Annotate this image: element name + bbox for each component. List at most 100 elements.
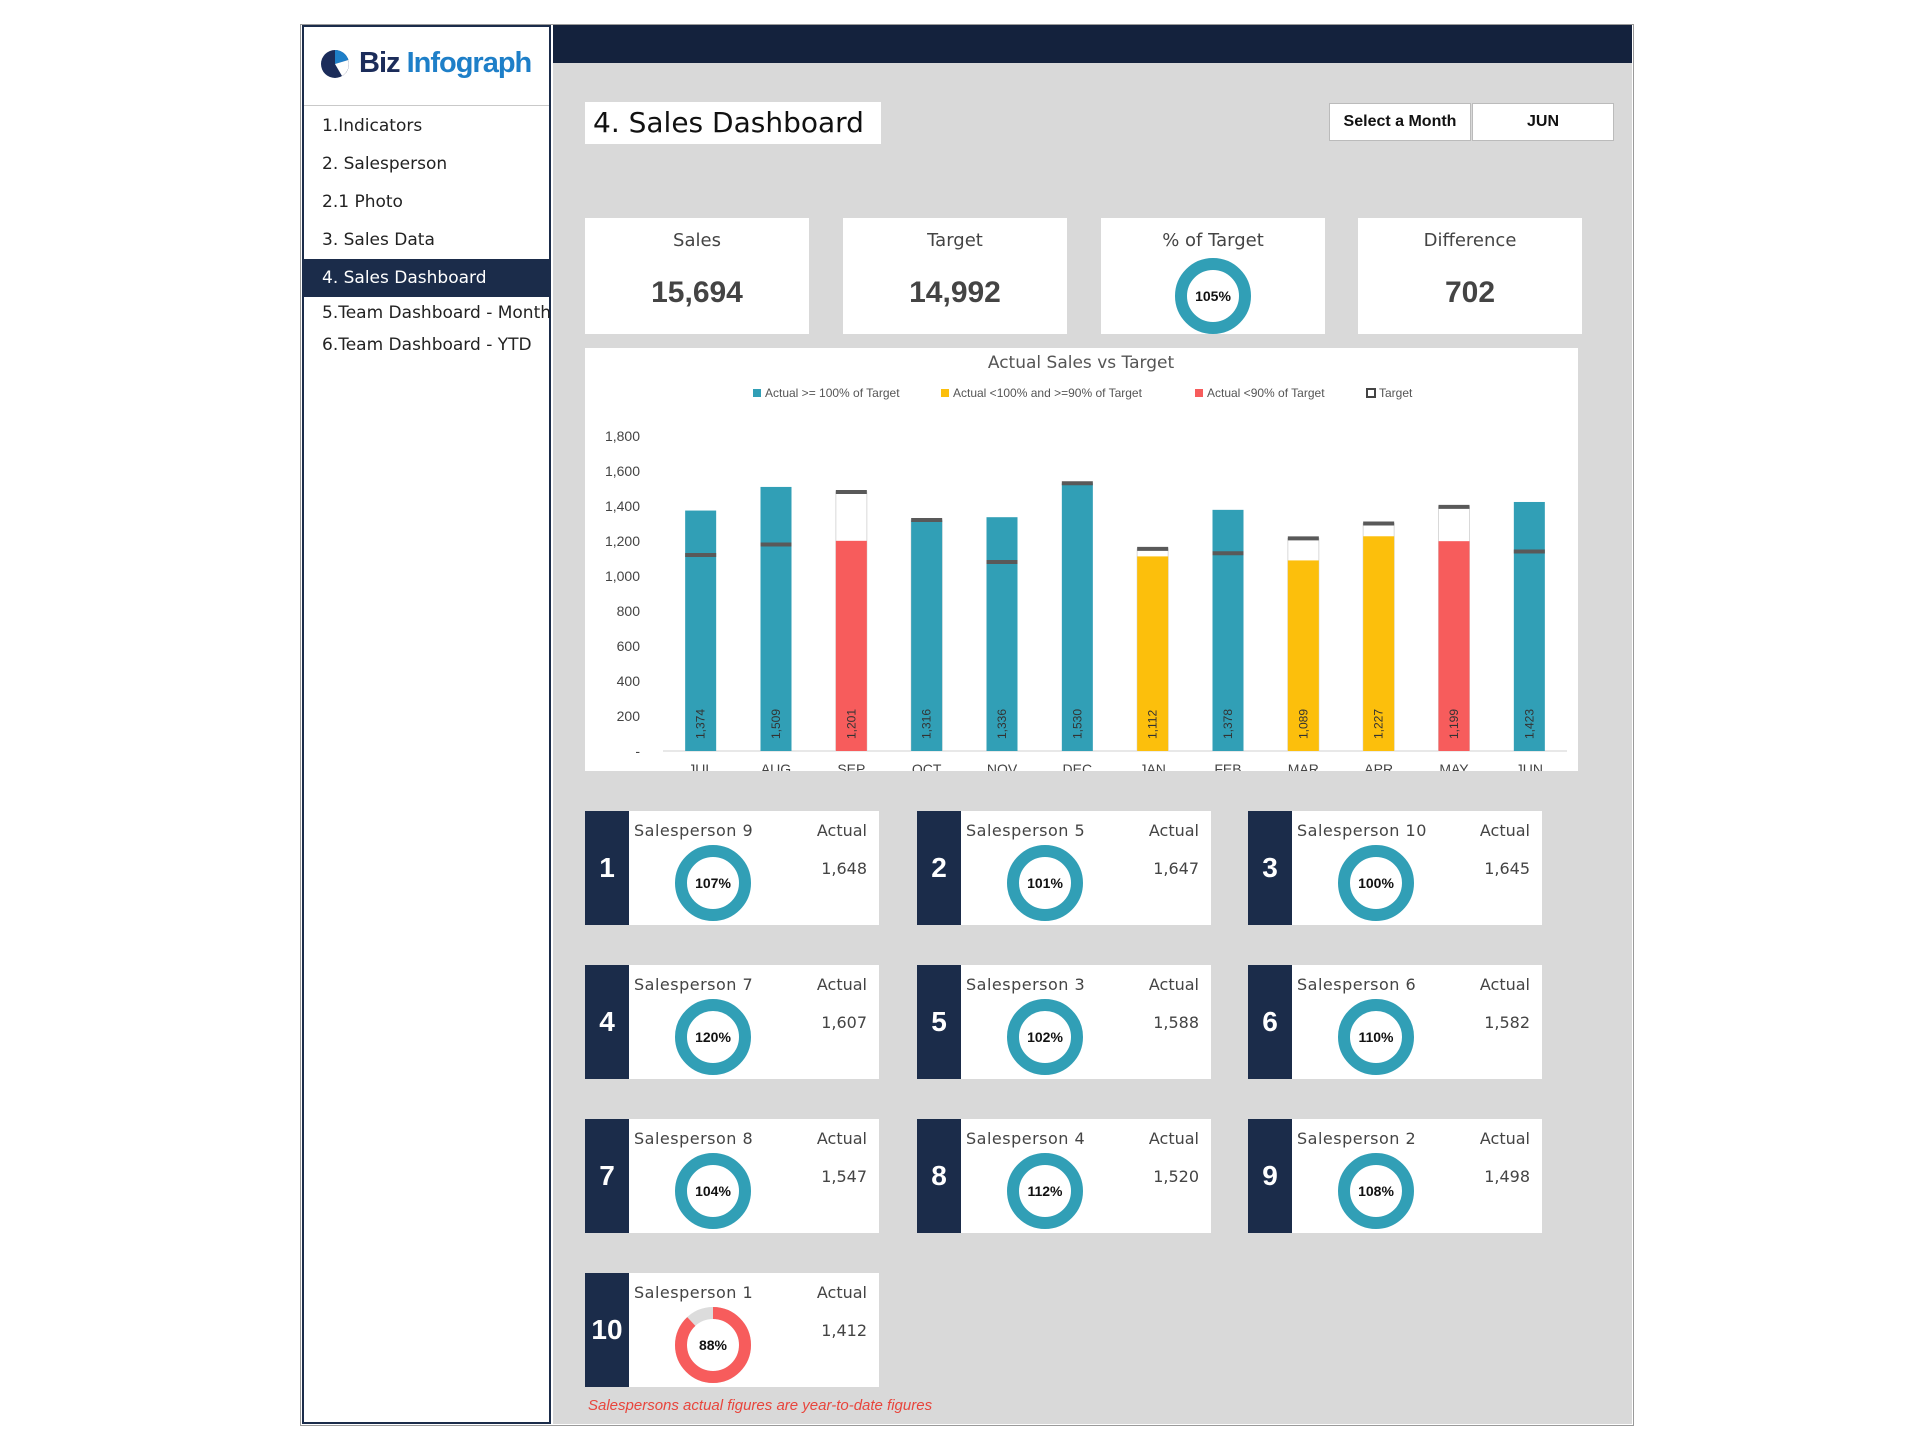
actual-bar xyxy=(1513,501,1545,751)
donut-label: 102% xyxy=(1027,1029,1063,1045)
bar-value-label: 1,509 xyxy=(769,709,783,739)
target-marker xyxy=(1513,549,1545,554)
salesperson-donut: 102% xyxy=(1005,997,1085,1082)
salesperson-card: 10 Salesperson 1 Actual 1,412 88% xyxy=(585,1273,879,1387)
x-tick-label: AUG xyxy=(761,761,791,771)
legend-swatch xyxy=(941,389,949,397)
donut-track xyxy=(1338,999,1414,1075)
actual-value: 1,648 xyxy=(821,859,867,878)
sidebar-item[interactable]: 2. Salesperson xyxy=(322,154,448,174)
target-marker xyxy=(1363,521,1395,526)
actual-value: 1,645 xyxy=(1484,859,1530,878)
actual-bar xyxy=(1137,556,1169,751)
salesperson-donut: 120% xyxy=(673,997,753,1082)
salesperson-card: 5 Salesperson 3 Actual 1,588 102% xyxy=(917,965,1211,1079)
sales-chart-svg: Actual Sales vs Target Actual >= 100% of … xyxy=(605,353,1567,777)
actual-value: 1,520 xyxy=(1153,1167,1199,1186)
sidebar-item[interactable]: 6.Team Dashboard - YTD xyxy=(322,335,532,355)
donut-label: 101% xyxy=(1027,875,1063,891)
kpi-difference-value: 702 xyxy=(1444,276,1496,309)
kpi-difference-label: Difference xyxy=(1423,230,1517,251)
target-marker xyxy=(1438,504,1470,509)
rank-badge: 6 xyxy=(1248,965,1292,1079)
sidebar-item[interactable]: 2.1 Photo xyxy=(322,192,403,212)
donut-track xyxy=(1007,845,1083,921)
salesperson-card: 8 Salesperson 4 Actual 1,520 112% xyxy=(917,1119,1211,1233)
salesperson-card: 1 Salesperson 9 Actual 1,648 107% xyxy=(585,811,879,925)
x-tick-label: APR xyxy=(1364,761,1393,771)
sidebar-item[interactable]: 4. Sales Dashboard xyxy=(304,259,549,297)
bar-value-label: 1,316 xyxy=(920,709,934,739)
donut-svg: 102% xyxy=(1007,999,1083,1075)
donut-track xyxy=(675,1153,751,1229)
salesperson-card: 6 Salesperson 6 Actual 1,582 110% xyxy=(1248,965,1542,1079)
actual-bar xyxy=(1438,541,1470,751)
y-tick-label: 1,800 xyxy=(605,428,640,444)
y-tick-label: 600 xyxy=(617,638,641,654)
select-month-label: Select a Month xyxy=(1329,103,1471,141)
actual-bar xyxy=(685,510,717,751)
sales-chart: Actual Sales vs Target Actual >= 100% of … xyxy=(585,348,1578,777)
footnote: Salespersons actual figures are year-to-… xyxy=(588,1397,933,1414)
salesperson-name: Salesperson 1 xyxy=(634,1283,754,1302)
x-tick-label: NOV xyxy=(987,761,1018,771)
actual-label: Actual xyxy=(816,975,867,994)
donut-svg: 112% xyxy=(1007,1153,1083,1229)
x-tick-label: OCT xyxy=(912,761,942,771)
logo-text: Biz Infograph xyxy=(359,47,532,79)
kpi-difference: Difference 702 xyxy=(1358,218,1582,334)
legend-label: Actual >= 100% of Target xyxy=(765,386,900,400)
actual-value: 1,588 xyxy=(1153,1013,1199,1032)
salesperson-name: Salesperson 4 xyxy=(966,1129,1086,1148)
salesperson-name: Salesperson 9 xyxy=(634,821,754,840)
y-tick-label: 200 xyxy=(617,708,641,724)
bar-value-label: 1,199 xyxy=(1447,709,1461,739)
sidebar-item[interactable]: 3. Sales Data xyxy=(322,230,435,250)
salesperson-donut: 107% xyxy=(673,843,753,928)
rank-badge: 4 xyxy=(585,965,629,1079)
legend-swatch xyxy=(753,389,761,397)
x-tick-label: JUL xyxy=(688,761,713,771)
sidebar-item[interactable]: 5.Team Dashboard - Month xyxy=(322,303,552,323)
salesperson-name: Salesperson 6 xyxy=(1297,975,1417,994)
target-marker xyxy=(1061,481,1093,486)
kpi-target-label: Target xyxy=(927,230,983,251)
kpi-pct-of-target: % of Target 105% xyxy=(1101,218,1325,334)
y-tick-label: 800 xyxy=(617,603,641,619)
donut-label: 107% xyxy=(695,875,731,891)
salesperson-name: Salesperson 8 xyxy=(634,1129,754,1148)
donut-track xyxy=(675,999,751,1075)
donut-label: 104% xyxy=(695,1183,731,1199)
window-frame xyxy=(300,24,1634,1426)
actual-label: Actual xyxy=(816,1283,867,1302)
actual-bar xyxy=(911,520,943,751)
kpi-target: Target 14,992 xyxy=(843,218,1067,334)
donut-svg: 107% xyxy=(675,845,751,921)
target-marker xyxy=(760,542,792,547)
sidebar-item[interactable]: 1.Indicators xyxy=(322,116,423,136)
page-title: 4. Sales Dashboard xyxy=(593,106,864,139)
rank-badge: 7 xyxy=(585,1119,629,1233)
kpi-pct-donut: 105% xyxy=(1173,256,1253,341)
rank-badge: 9 xyxy=(1248,1119,1292,1233)
target-marker xyxy=(986,560,1018,564)
sidebar-nav: 1.Indicators 2. Salesperson 2.1 Photo 3. Sa… xyxy=(304,107,552,361)
donut-track xyxy=(1007,1153,1083,1229)
kpi-sales-label: Sales xyxy=(673,230,721,251)
page-title-box: 4. Sales Dashboard xyxy=(585,102,881,144)
bar-value-label: 1,089 xyxy=(1296,709,1310,739)
x-tick-label: DEC xyxy=(1063,761,1093,771)
month-select-input[interactable]: JUN xyxy=(1472,103,1614,141)
salesperson-name: Salesperson 7 xyxy=(634,975,754,994)
salesperson-donut: 88% xyxy=(673,1305,753,1390)
donut-fill xyxy=(675,1307,751,1383)
x-tick-label: FEB xyxy=(1214,761,1241,771)
x-tick-label: JUN xyxy=(1516,761,1543,771)
bar-value-label: 1,112 xyxy=(1146,710,1160,739)
donut-svg: 101% xyxy=(1007,845,1083,921)
donut-svg: 88% xyxy=(675,1307,751,1383)
salesperson-card: 4 Salesperson 7 Actual 1,607 120% xyxy=(585,965,879,1079)
actual-value: 1,607 xyxy=(821,1013,867,1032)
bar-value-label: 1,530 xyxy=(1070,709,1084,739)
x-tick-label: JAN xyxy=(1139,761,1165,771)
